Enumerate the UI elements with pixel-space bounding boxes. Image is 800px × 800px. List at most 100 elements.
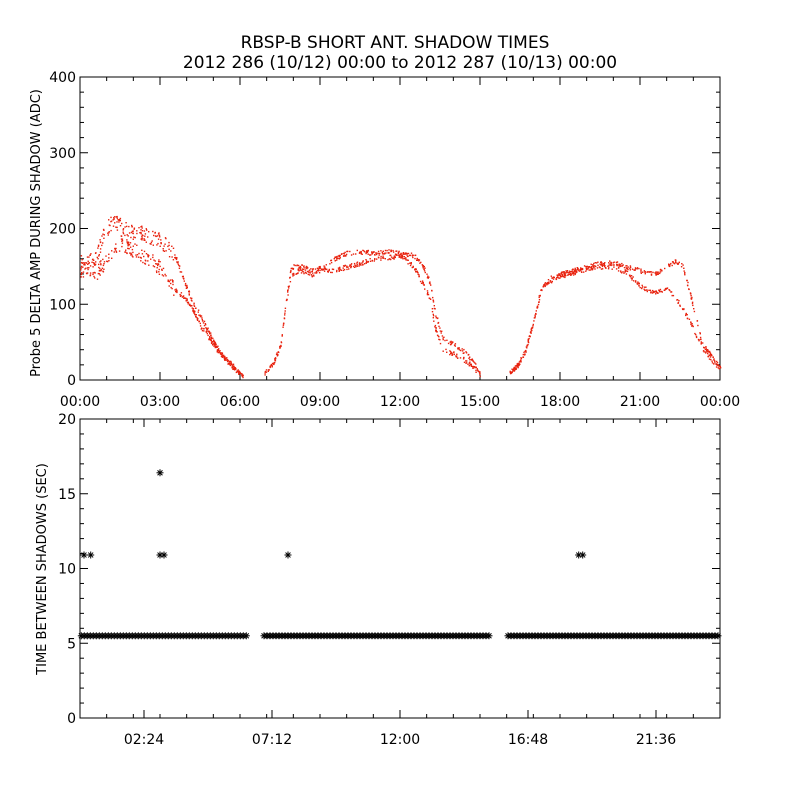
amp-point (168, 244, 170, 247)
amp-point (284, 314, 286, 316)
amp-point (399, 253, 401, 256)
amp-point (708, 350, 711, 353)
amp-point (641, 284, 643, 287)
amp-point (165, 275, 167, 277)
amp-point (716, 364, 718, 366)
amp-point (126, 234, 128, 236)
amp-point (209, 336, 211, 338)
amp-point (201, 318, 203, 321)
amp-point (593, 266, 595, 269)
amp-point (520, 359, 522, 361)
amp-point (301, 269, 303, 271)
amp-point (381, 251, 383, 254)
amp-point (94, 264, 96, 266)
amp-point (524, 353, 526, 355)
amp-series (80, 215, 722, 379)
amp-point (420, 261, 422, 264)
amp-point (479, 373, 481, 375)
bottom-xtick-label: 07:12 (252, 732, 292, 748)
amp-point (676, 262, 678, 264)
amp-point (170, 282, 172, 285)
amp-point (427, 277, 429, 279)
amp-point (264, 371, 267, 373)
amp-point (421, 280, 424, 282)
interval-point (80, 551, 88, 559)
amp-point (158, 234, 161, 236)
amp-point (131, 253, 133, 256)
amp-point (418, 275, 420, 278)
amp-point (637, 281, 639, 283)
amp-point (141, 235, 143, 238)
amp-point (118, 221, 120, 223)
amp-point (212, 344, 214, 346)
amp-point (101, 244, 103, 247)
amp-point (400, 252, 402, 255)
interval-point-stroke (243, 632, 250, 639)
amp-point (604, 264, 606, 267)
amp-point (284, 307, 287, 309)
amp-point (268, 369, 270, 371)
amp-point (407, 252, 410, 255)
amp-point (236, 370, 238, 372)
amp-point (216, 350, 219, 352)
amp-point (199, 325, 202, 327)
amp-point (132, 230, 134, 232)
amp-point (419, 280, 422, 283)
amp-point (350, 254, 353, 256)
amp-point (646, 290, 648, 293)
amp-point (131, 230, 134, 233)
amp-point (447, 342, 450, 345)
amp-point (695, 335, 698, 338)
amp-point (210, 334, 212, 336)
amp-point (126, 241, 128, 243)
amp-point (317, 268, 320, 270)
amp-point (653, 291, 655, 294)
amp-point (141, 230, 144, 232)
amp-point (135, 254, 137, 256)
amp-point (463, 361, 466, 363)
amp-point (371, 252, 374, 254)
amp-point (271, 363, 273, 366)
amp-point (179, 271, 181, 273)
amp-point (345, 255, 347, 257)
amp-point (221, 353, 223, 356)
amp-point (222, 356, 224, 358)
amp-point (429, 282, 431, 285)
amp-point (162, 249, 165, 252)
amp-point (518, 361, 521, 363)
amp-point (265, 369, 268, 371)
amp-point (134, 243, 136, 245)
amp-point (209, 333, 211, 335)
amp-point (180, 271, 183, 273)
amp-point (108, 231, 110, 233)
amp-point (708, 358, 711, 360)
amp-point (93, 263, 96, 265)
amp-point (685, 313, 687, 315)
amp-point (453, 353, 455, 356)
top-xtick-label: 00:00 (700, 394, 740, 410)
amp-point (390, 258, 392, 261)
amp-point (442, 350, 444, 352)
amp-point (94, 263, 97, 266)
amp-point (688, 288, 690, 291)
amp-point (140, 226, 142, 228)
amp-point (705, 348, 707, 350)
amp-point (429, 298, 432, 300)
amp-point (80, 269, 82, 271)
amp-point (555, 278, 557, 280)
amp-point (700, 338, 702, 341)
amp-point (574, 272, 577, 274)
amp-point (113, 216, 116, 218)
amp-point (360, 251, 362, 253)
amp-point (301, 264, 303, 266)
amp-point (198, 314, 200, 316)
amp-point (585, 265, 587, 268)
amp-point (81, 271, 83, 274)
amp-point (566, 270, 569, 272)
amp-point (450, 351, 452, 353)
amp-point (147, 254, 149, 256)
amp-point (200, 315, 203, 317)
amp-point (111, 257, 113, 259)
amp-point (82, 276, 85, 278)
amp-point (176, 291, 178, 294)
